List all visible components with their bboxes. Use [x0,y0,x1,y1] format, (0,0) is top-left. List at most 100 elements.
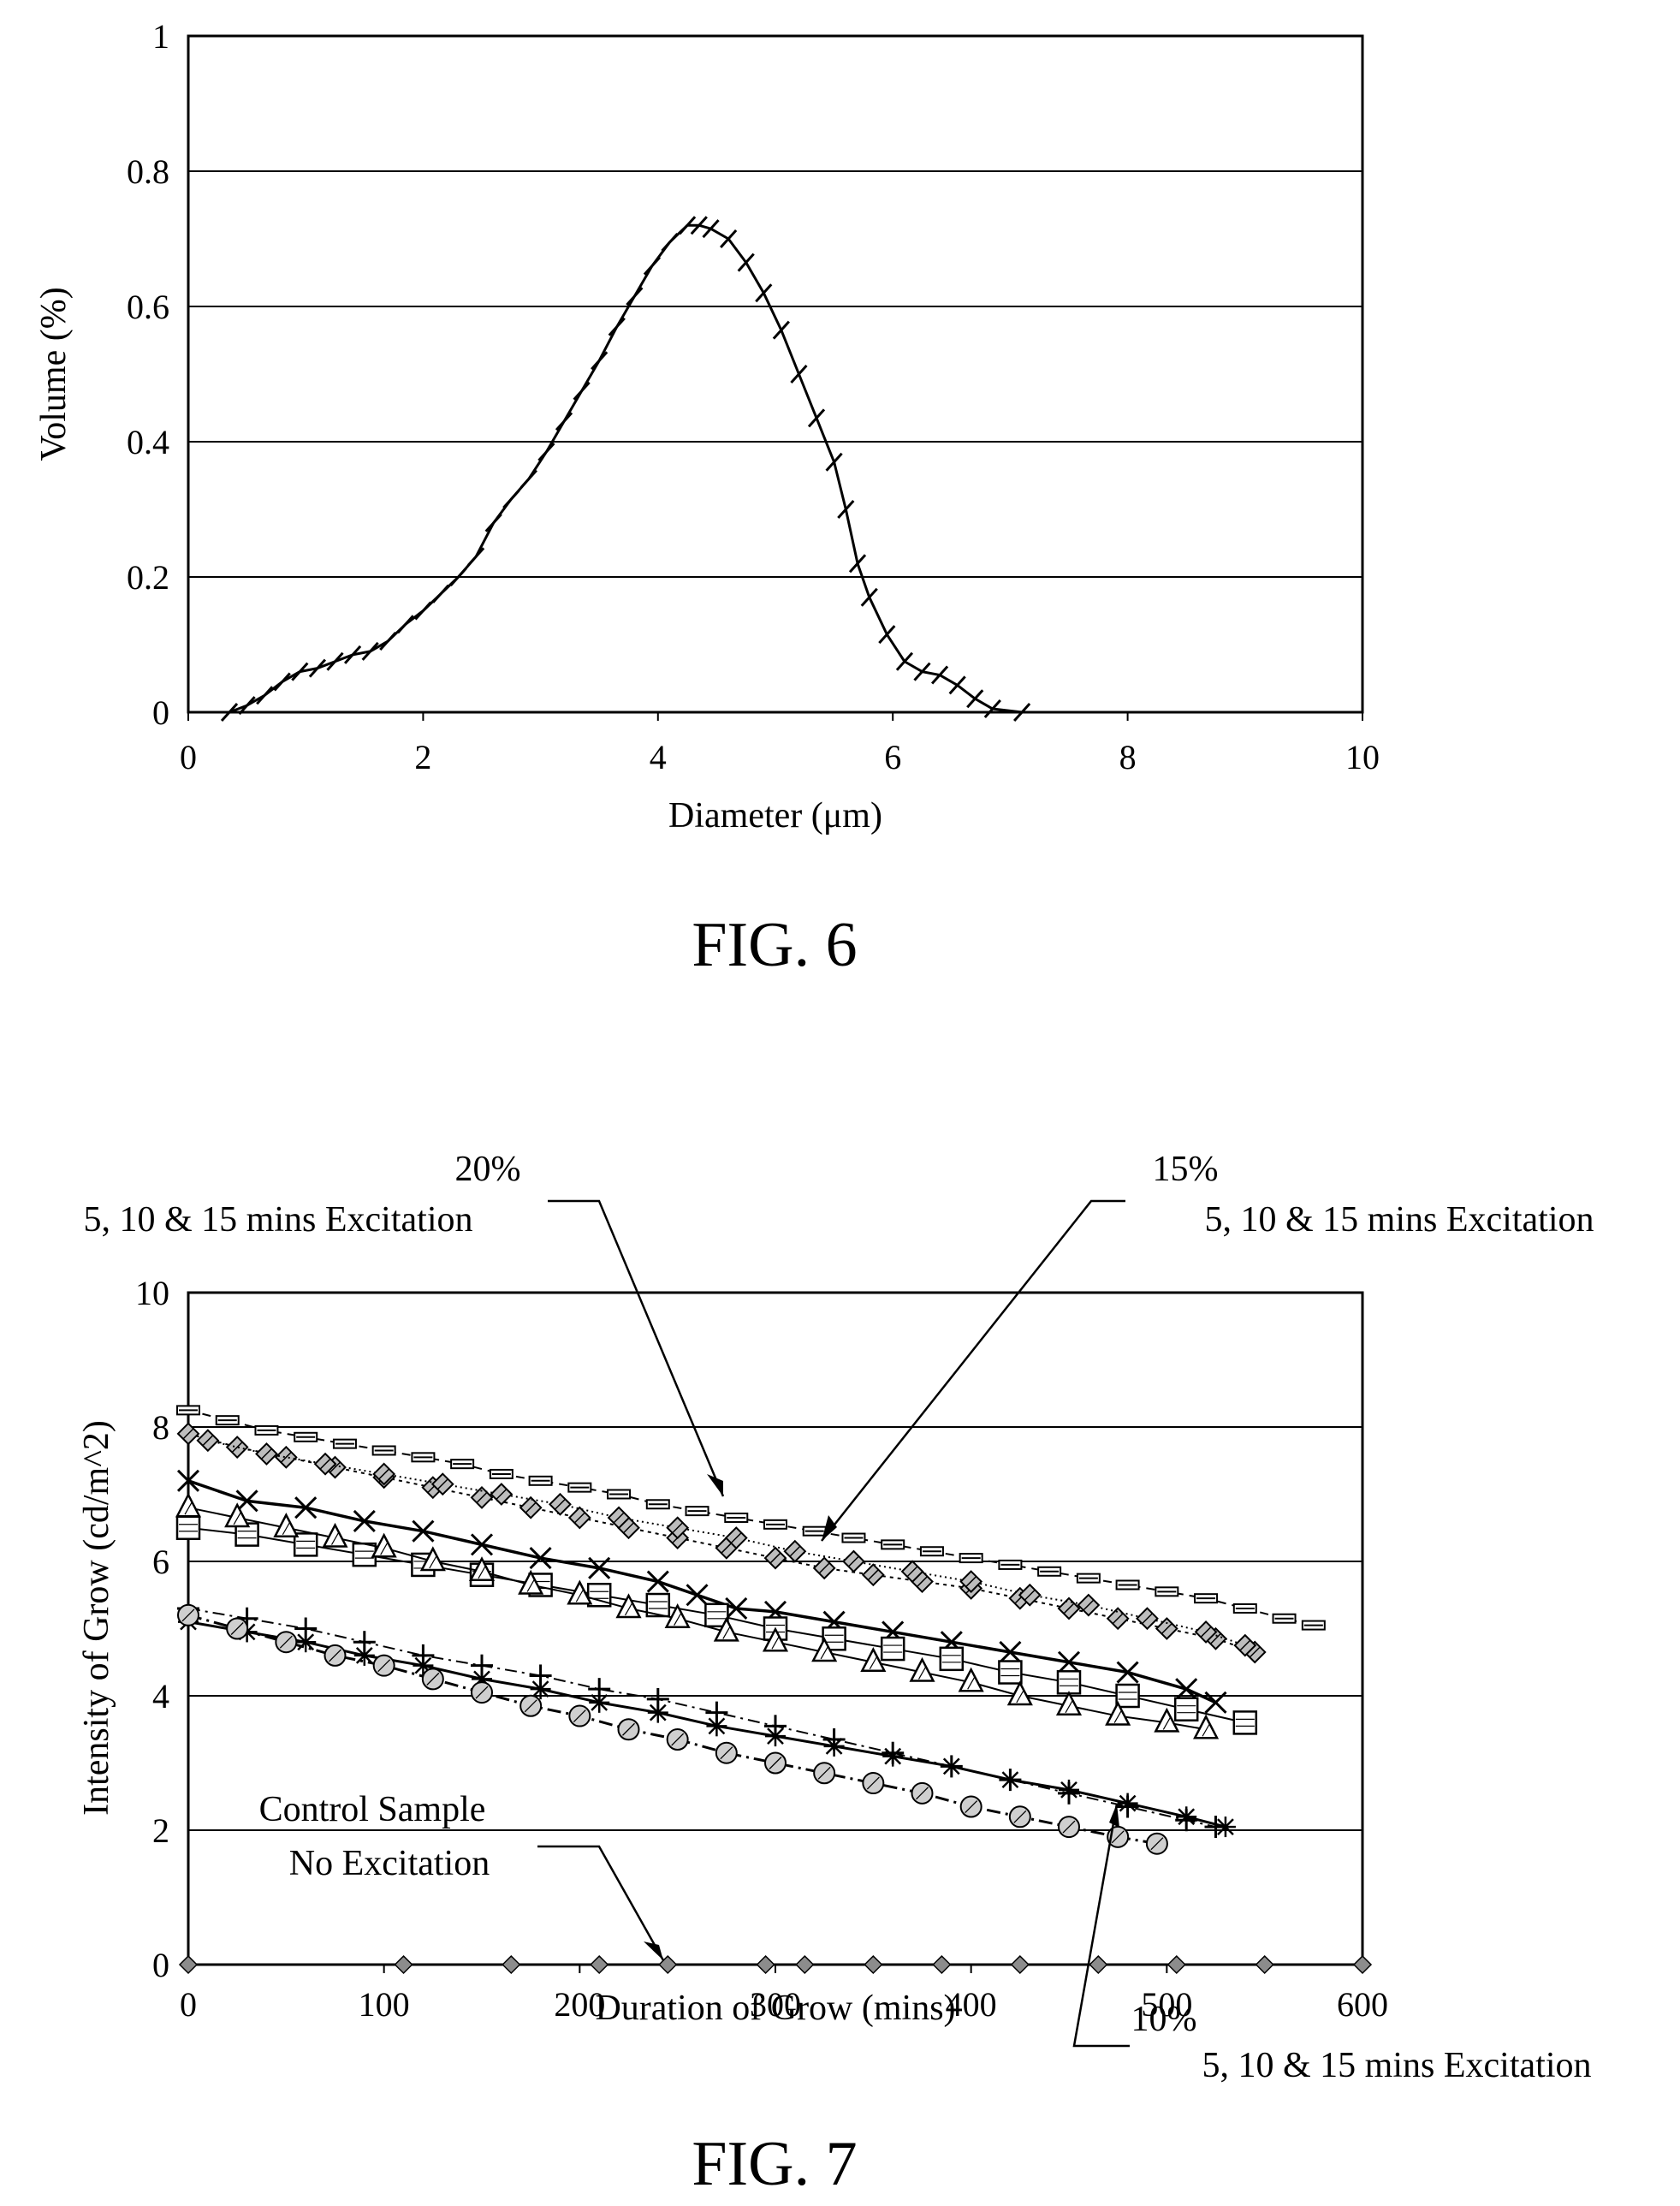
f6-x-tick-label: 2 [414,738,431,776]
f7-x-tick-label: 200 [554,1985,605,2024]
annotation-control-leader [537,1845,665,1961]
f7-series-4-point [175,1515,201,1540]
f7-series-7-point [1176,1806,1197,1828]
f7-series-4 [175,1515,1258,1735]
f7-series-1-point [1106,1607,1130,1631]
f7-series-1-point [519,1495,543,1519]
f7-series-3-point [470,1533,494,1556]
f7-series-9-point [394,1954,413,1975]
f7-series-2-point [1194,1620,1218,1644]
f7-series-2-point [430,1472,454,1496]
f7-series-1-point [567,1506,591,1530]
f7-series-5-line [187,1507,1207,1731]
f7-series-4-point [293,1532,318,1557]
f7-series-0-point [802,1525,827,1537]
f7-series-3-point [588,1556,611,1579]
f7-series-3-point [1204,1691,1227,1714]
f6-series-0-point [860,587,878,607]
annotation-10-percent-line-2: 5, 10 & 15 mins Excitation [1202,2046,1592,2085]
f7-series-4-point [998,1660,1023,1685]
f6-series-0-point [449,567,467,587]
f7-series-0-point [371,1445,396,1456]
f7-series-2-point [842,1549,865,1573]
f7-series-0-point [254,1424,279,1436]
f7-series-0-point [1115,1579,1140,1591]
f6-series-0-point [807,408,826,428]
f7-series-9-point [1255,1954,1274,1975]
f7-series-7-point [589,1692,610,1713]
f6-series-0 [220,216,1031,722]
f6-y-tick-label: 0 [152,693,169,732]
f7-y-tick-label: 2 [152,1811,169,1850]
f7-series-3-point [646,1570,669,1593]
f7-series-2-point [1018,1583,1042,1607]
annotation-15-percent-line-1: 15% [1153,1150,1219,1189]
f7-series-3-point [1175,1678,1198,1701]
f7-series-0-line [187,1409,1315,1626]
f7-x-tick-label: 0 [180,1985,197,2024]
f6-series-0-point [643,256,662,276]
f7-series-9-point [178,1954,199,1975]
f6-series-0-point [755,283,773,303]
figure-7: 0 2 4 6 8 10 0 100 200 300 400 500 600 20% 5, 10 & … [77,1150,1594,2199]
f7-series-8-point [1008,1805,1031,1828]
f7-series-8-point [715,1741,738,1764]
f6-x-tick-label: 6 [884,738,901,776]
f6-series-0-point [913,662,931,681]
f7-series-1-point [176,1422,200,1446]
f7-series-7-point [765,1726,786,1747]
f7-series-5-point [468,1556,496,1582]
f6-series-0-point [343,645,362,664]
fig7-series [175,1405,1373,1975]
f6-series-0-point [948,675,966,695]
f6-series-0-point [502,490,520,509]
f7-series-0-point [294,1431,318,1442]
f7-series-3-point [686,1584,709,1607]
f7-series-0-point [1232,1602,1257,1614]
f6-y-tick-label: 0.2 [127,558,169,597]
f7-series-5-point [518,1569,544,1595]
f7-series-3-point [725,1597,748,1620]
f7-series-8-point [421,1668,444,1691]
f7-series-5-point [615,1593,642,1619]
f7-series-4-point [1173,1697,1199,1721]
fig6-gridlines [188,170,1362,578]
f7-series-0-point [724,1512,749,1523]
f6-y-tick-label: 0.8 [127,152,169,191]
f6-series-0-point [690,216,708,235]
f7-series-5-point [958,1667,984,1692]
f7-series-5-point [224,1502,251,1528]
f7-series-0-point [1155,1586,1179,1597]
f7-series-5-point [860,1647,887,1672]
f7-series-3-line [187,1479,1217,1704]
f6-x-tick-label: 4 [650,738,667,776]
annotation-20-percent-arrowhead [707,1474,723,1496]
f7-series-5-point [175,1492,202,1518]
f7-series-0-point [489,1468,513,1479]
f7-series-5-point [1006,1680,1033,1706]
f7-series-5-point [1055,1691,1083,1716]
annotation-control: Control Sample No Excitation [259,1790,665,1961]
f7-series-0-point [998,1559,1023,1570]
f7-series-4-point [1056,1670,1082,1695]
annotation-10-percent: 10% 5, 10 & 15 mins Excitation [1072,1803,1592,2085]
f7-series-1-point [763,1546,787,1570]
f7-series-9-point [1010,1954,1030,1975]
f7-series-8-point [568,1704,591,1727]
f6-series-0-point [519,469,537,489]
f7-x-tick-label: 500 [1141,1985,1192,2024]
f6-series-0-point [837,499,855,520]
f7-series-5-point [664,1603,691,1628]
f7-series-2-point [783,1539,807,1563]
f7-series-0-point [1076,1573,1101,1584]
f7-series-8-point [471,1681,493,1704]
f7-x-tick-label: 100 [359,1985,410,2024]
f7-y-tick-label: 4 [152,1677,169,1715]
f7-series-0-point [841,1532,866,1543]
f7-series-8 [177,1603,1168,1855]
f7-y-tick-label: 6 [152,1543,169,1581]
f7-series-1-point [225,1436,249,1459]
f7-series-9-point [590,1954,609,1975]
f7-series-1-point [861,1563,885,1587]
f7-series-8-point [177,1603,199,1626]
